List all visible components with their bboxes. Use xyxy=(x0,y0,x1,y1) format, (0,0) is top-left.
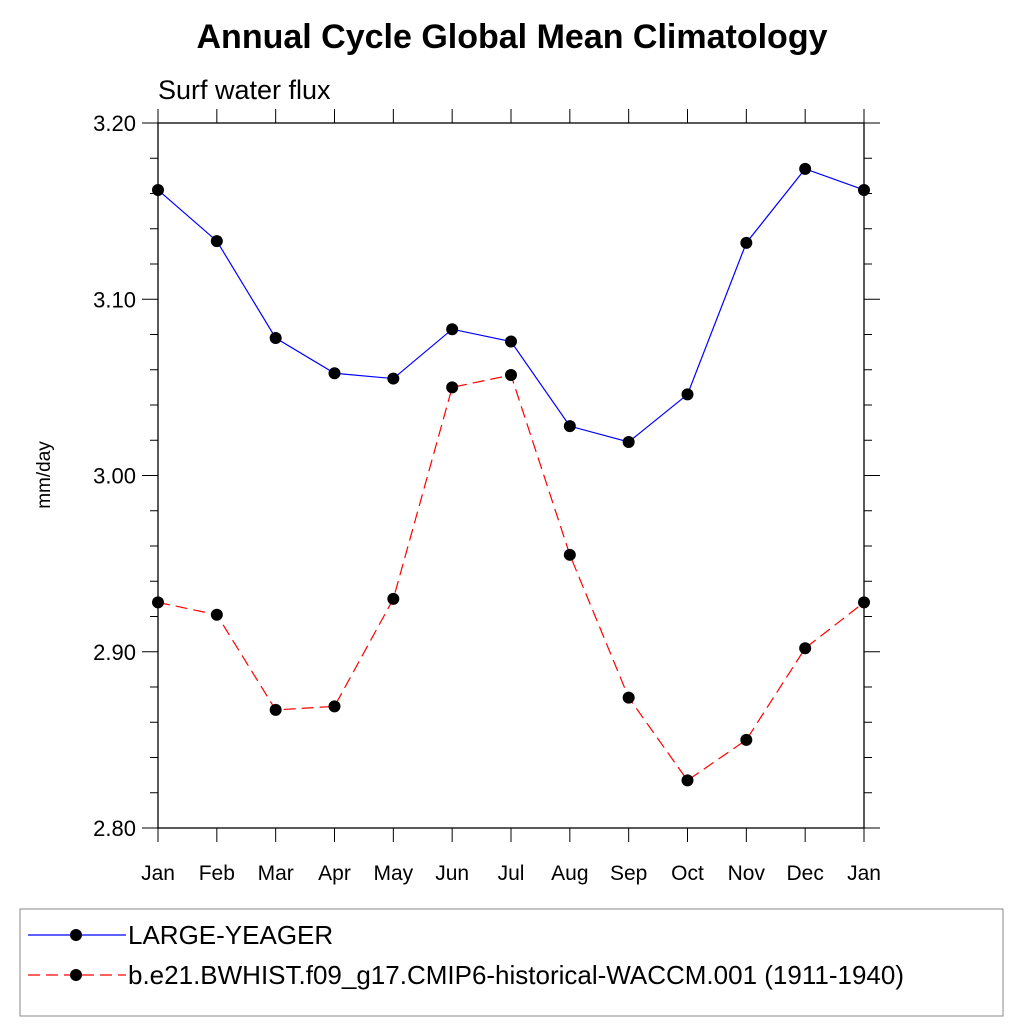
series-0-point xyxy=(563,420,576,433)
series-1-point xyxy=(799,642,812,655)
legend: LARGE-YEAGER b.e21.BWHIST.f09_g17.CMIP6-h… xyxy=(28,920,904,990)
series-1-point xyxy=(152,596,164,609)
series-1-point xyxy=(505,369,517,382)
series-1-point xyxy=(681,774,694,787)
series-line-0 xyxy=(157,168,865,443)
x-tick-label: Sep xyxy=(610,862,647,885)
chart-title: Annual Cycle Global Mean Climatology xyxy=(197,18,828,56)
y-tick-label: 2.80 xyxy=(93,816,136,841)
series-0-point xyxy=(740,236,753,249)
chart-subtitle: Surf water flux xyxy=(158,75,331,105)
x-tick-label: Oct xyxy=(671,862,704,885)
series-0-point xyxy=(858,183,870,196)
series-1-point xyxy=(269,703,282,716)
series-line-1 xyxy=(157,374,865,782)
series-0-point xyxy=(210,235,223,248)
series-0-point xyxy=(446,323,459,336)
x-tick-label: Apr xyxy=(318,862,351,885)
series-0-point xyxy=(269,332,282,345)
series-1-point xyxy=(563,548,576,561)
series-0-point xyxy=(799,162,812,175)
y-tick-label: 3.00 xyxy=(93,464,136,489)
series-0-point xyxy=(328,367,341,380)
series-0-point xyxy=(622,436,635,449)
legend-marker-1 xyxy=(70,969,82,981)
series-1-point xyxy=(740,733,753,746)
series-1-point xyxy=(387,592,400,605)
x-tick-label: Mar xyxy=(258,862,294,885)
x-tick-label: Feb xyxy=(199,862,235,885)
x-tick-label: May xyxy=(373,862,413,885)
series-1-point xyxy=(446,381,459,394)
legend-label-0: LARGE-YEAGER xyxy=(128,920,333,950)
x-tick-label: Jul xyxy=(498,862,525,885)
x-tick-label: Aug xyxy=(551,862,588,885)
series-0-point xyxy=(681,388,694,401)
series-0-point xyxy=(387,372,400,385)
series-1-point xyxy=(622,691,635,704)
legend-label-1: b.e21.BWHIST.f09_g17.CMIP6-historical-WA… xyxy=(128,960,904,990)
x-tick-label: Jun xyxy=(435,862,469,885)
series-0-point xyxy=(152,183,164,196)
series-1-point xyxy=(210,608,223,621)
y-tick-label: 2.90 xyxy=(93,640,136,665)
series-1-point xyxy=(328,700,341,713)
y-axis-label: mm/day xyxy=(34,441,55,509)
legend-box xyxy=(19,908,1004,1017)
x-tick-label: Jan xyxy=(141,862,175,885)
legend-marker-0 xyxy=(70,929,82,941)
series-0-point xyxy=(505,335,517,348)
series-1-point xyxy=(858,596,870,609)
x-tick-label: Nov xyxy=(728,862,766,885)
x-tick-label: Dec xyxy=(786,862,823,885)
y-tick-label: 3.10 xyxy=(93,287,136,312)
x-tick-label: Jan xyxy=(847,862,881,885)
y-tick-label: 3.20 xyxy=(93,111,136,136)
series-layer xyxy=(152,162,870,787)
